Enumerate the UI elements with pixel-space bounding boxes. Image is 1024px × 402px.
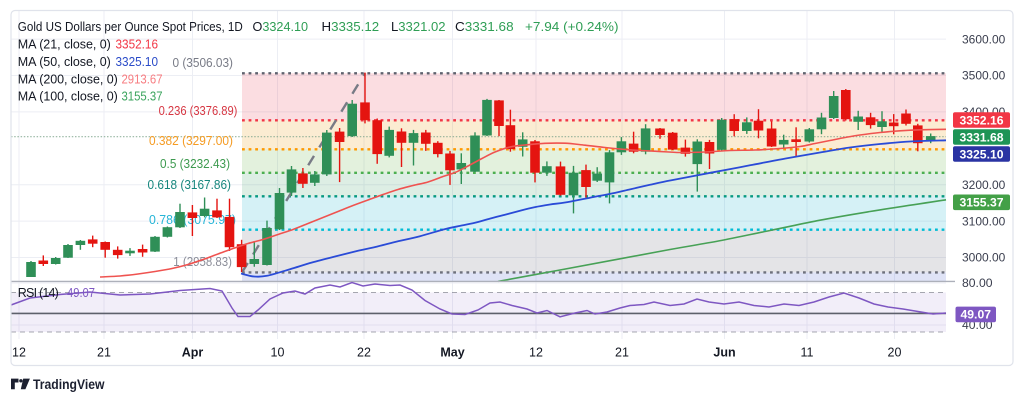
svg-text:3325.10: 3325.10 [116,55,159,69]
svg-text:3000.00: 3000.00 [962,251,1006,265]
svg-text:3100.00: 3100.00 [962,214,1006,228]
svg-text:0.5 (3232.43): 0.5 (3232.43) [160,157,230,171]
svg-text:21: 21 [97,346,111,360]
svg-text:3200.00: 3200.00 [962,178,1006,192]
svg-text:49.07: 49.07 [961,308,992,322]
svg-text:0.236 (3376.89): 0.236 (3376.89) [159,104,238,118]
svg-text:Jun: Jun [713,346,735,360]
svg-text:3600.00: 3600.00 [962,32,1006,46]
svg-text:3352.16: 3352.16 [959,113,1003,127]
svg-text:11: 11 [801,346,814,360]
svg-text:O3324.10: O3324.10 [253,20,309,34]
svg-text:3155.37: 3155.37 [959,196,1003,210]
svg-text:MA (21, close, 0): MA (21, close, 0) [18,37,111,51]
svg-text:12: 12 [529,346,543,360]
svg-text:80.00: 80.00 [962,276,993,290]
svg-text:MA (200, close, 0): MA (200, close, 0) [18,72,118,86]
svg-text:H3335.12: H3335.12 [322,20,380,34]
svg-text:0.382 (3297.00): 0.382 (3297.00) [149,134,233,148]
svg-text:12: 12 [12,346,26,360]
svg-text:May: May [440,346,464,360]
svg-text:10: 10 [271,346,285,360]
svg-text:1 (2958.83): 1 (2958.83) [173,255,232,269]
svg-text:C3331.68: C3331.68 [455,20,514,34]
svg-text:MA (100, close, 0): MA (100, close, 0) [18,90,118,104]
svg-text:TradingView: TradingView [33,377,105,392]
svg-text:21: 21 [615,346,629,360]
svg-text:Gold US Dollars per Ounce Spot: Gold US Dollars per Ounce Spot Prices, 1… [18,20,243,34]
svg-text:0.618 (3167.86): 0.618 (3167.86) [148,178,232,192]
svg-text:3325.10: 3325.10 [959,147,1003,161]
svg-text:+7.94 (+0.24%): +7.94 (+0.24%) [525,20,619,34]
svg-text:MA (50, close, 0): MA (50, close, 0) [18,55,111,69]
svg-text:20: 20 [888,346,902,360]
svg-text:Apr: Apr [182,346,204,360]
svg-text:2913.67: 2913.67 [122,72,163,86]
svg-text:3155.37: 3155.37 [122,90,163,104]
svg-text:49.07: 49.07 [67,286,95,300]
svg-text:0 (3506.03): 0 (3506.03) [173,56,234,70]
svg-text:3352.16: 3352.16 [116,37,159,51]
svg-text:22: 22 [357,346,371,360]
svg-text:L3321.02: L3321.02 [391,20,446,34]
svg-text:3500.00: 3500.00 [962,69,1006,83]
svg-text:3331.68: 3331.68 [959,130,1003,144]
svg-text:RSI (14): RSI (14) [18,286,59,300]
